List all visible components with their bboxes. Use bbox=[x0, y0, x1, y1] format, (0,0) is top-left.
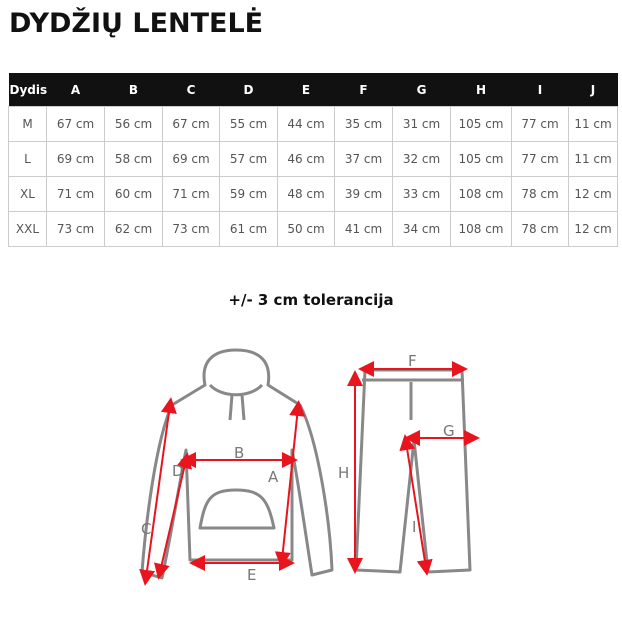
page-title: DYDŽIŲ LENTELĖ bbox=[9, 8, 264, 39]
column-header: D bbox=[219, 73, 278, 107]
measurement-cell: 67 cm bbox=[46, 106, 105, 142]
measurement-cell: 41 cm bbox=[334, 211, 393, 247]
measurement-cell: 77 cm bbox=[511, 141, 569, 177]
measurement-cell: 78 cm bbox=[511, 176, 569, 212]
label-f: F bbox=[408, 352, 417, 370]
measurement-cell: 46 cm bbox=[277, 141, 335, 177]
table-header-row: Dydis A B C D E F G H I J bbox=[8, 73, 618, 107]
measurement-cell: 105 cm bbox=[450, 106, 512, 142]
measurement-cell: 71 cm bbox=[46, 176, 105, 212]
measurement-cell: 78 cm bbox=[511, 211, 569, 247]
measurement-cell: 67 cm bbox=[162, 106, 220, 142]
label-i: I bbox=[412, 518, 416, 536]
measurement-cell: 32 cm bbox=[392, 141, 451, 177]
column-header: J bbox=[568, 73, 618, 107]
size-cell: XL bbox=[8, 176, 47, 212]
label-d: D bbox=[172, 462, 184, 480]
column-header: C bbox=[162, 73, 220, 107]
column-header: A bbox=[46, 73, 105, 107]
label-b: B bbox=[234, 444, 244, 462]
measurement-cell: 105 cm bbox=[450, 141, 512, 177]
table-row: M 67 cm 56 cm 67 cm 55 cm 44 cm 35 cm 31 cm 105 … bbox=[8, 106, 618, 142]
measurement-cell: 108 cm bbox=[450, 211, 512, 247]
measurement-cell: 50 cm bbox=[277, 211, 335, 247]
label-e: E bbox=[247, 566, 256, 584]
measurement-cell: 34 cm bbox=[392, 211, 451, 247]
measurement-cell: 12 cm bbox=[568, 211, 618, 247]
hoodie-outline bbox=[140, 348, 334, 580]
measurement-cell: 11 cm bbox=[568, 141, 618, 177]
measurement-cell: 73 cm bbox=[162, 211, 220, 247]
measurement-cell: 69 cm bbox=[46, 141, 105, 177]
size-cell: L bbox=[8, 141, 47, 177]
column-header: B bbox=[104, 73, 163, 107]
measurement-cell: 31 cm bbox=[392, 106, 451, 142]
measurement-diagram: A B C D E F G H I bbox=[139, 348, 480, 586]
measurement-cell: 33 cm bbox=[392, 176, 451, 212]
pants-outline bbox=[354, 368, 472, 574]
column-header: E bbox=[277, 73, 335, 107]
column-header: I bbox=[511, 73, 569, 107]
measurement-cell: 108 cm bbox=[450, 176, 512, 212]
measurement-cell: 77 cm bbox=[511, 106, 569, 142]
measurement-arrows bbox=[139, 361, 480, 586]
table-row: XXL 73 cm 62 cm 73 cm 61 cm 50 cm 41 cm 34 cm 10… bbox=[8, 211, 618, 247]
tolerance-note: +/- 3 cm tolerancija bbox=[228, 291, 394, 309]
label-a: A bbox=[268, 468, 279, 486]
measurement-cell: 60 cm bbox=[104, 176, 163, 212]
table-row: L 69 cm 58 cm 69 cm 57 cm 46 cm 37 cm 32 cm 105 … bbox=[8, 141, 618, 177]
label-g: G bbox=[443, 422, 455, 440]
measurement-cell: 58 cm bbox=[104, 141, 163, 177]
measurement-cell: 48 cm bbox=[277, 176, 335, 212]
measurement-cell: 55 cm bbox=[219, 106, 278, 142]
measurement-cell: 35 cm bbox=[334, 106, 393, 142]
measurement-cell: 11 cm bbox=[568, 106, 618, 142]
measurement-cell: 73 cm bbox=[46, 211, 105, 247]
column-header: F bbox=[334, 73, 393, 107]
column-header: G bbox=[392, 73, 451, 107]
measurement-cell: 39 cm bbox=[334, 176, 393, 212]
table-row: XL 71 cm 60 cm 71 cm 59 cm 48 cm 39 cm 33 cm 108… bbox=[8, 176, 618, 212]
column-header: Dydis bbox=[8, 73, 47, 107]
measurement-cell: 71 cm bbox=[162, 176, 220, 212]
measurement-cell: 62 cm bbox=[104, 211, 163, 247]
measurement-cell: 69 cm bbox=[162, 141, 220, 177]
label-h: H bbox=[338, 464, 349, 482]
measurement-cell: 12 cm bbox=[568, 176, 618, 212]
measurement-cell: 61 cm bbox=[219, 211, 278, 247]
size-table: Dydis A B C D E F G H I J M 67 cm 56 cm 67 cm 55 cm 44 … bbox=[8, 73, 618, 247]
label-c: C bbox=[141, 520, 151, 538]
column-header: H bbox=[450, 73, 512, 107]
measurement-cell: 59 cm bbox=[219, 176, 278, 212]
measurement-cell: 56 cm bbox=[104, 106, 163, 142]
size-cell: M bbox=[8, 106, 47, 142]
measurement-cell: 57 cm bbox=[219, 141, 278, 177]
measurement-cell: 37 cm bbox=[334, 141, 393, 177]
measurement-cell: 44 cm bbox=[277, 106, 335, 142]
measurement-labels: A B C D E F G H I bbox=[141, 352, 455, 584]
size-cell: XXL bbox=[8, 211, 47, 247]
